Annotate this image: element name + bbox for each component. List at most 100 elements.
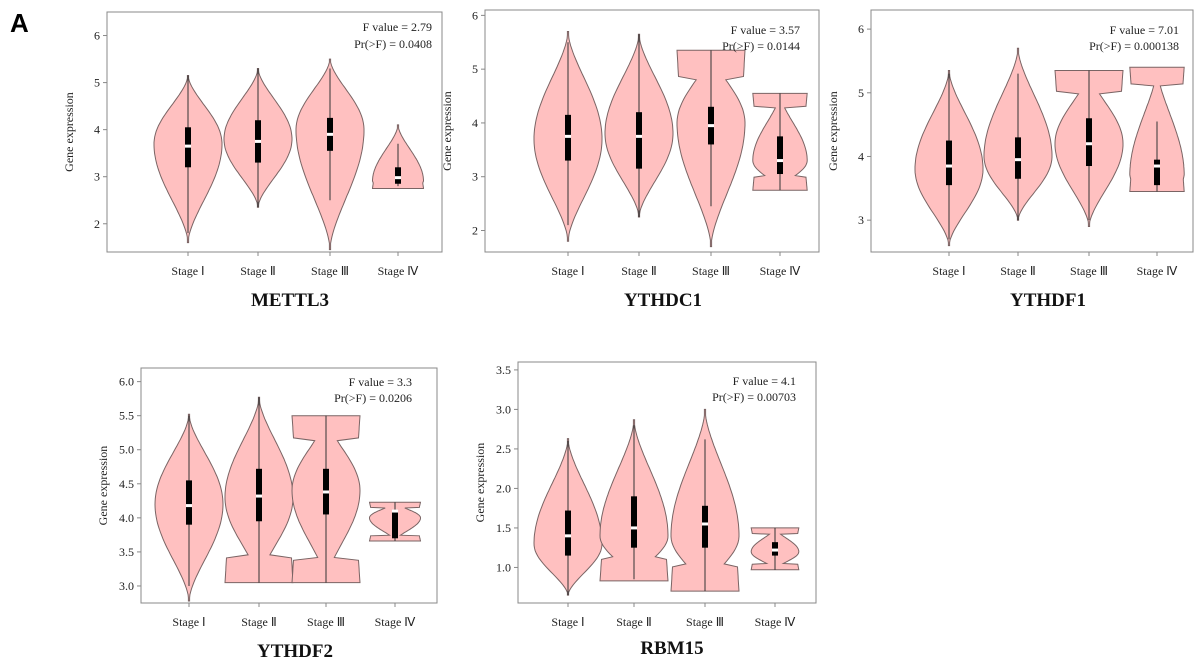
y-tick-label: 5.0 <box>119 443 134 457</box>
y-axis-label: Gene expression <box>62 92 76 172</box>
f-value-annotation: F value = 3.57 <box>731 23 800 37</box>
violin-iqr-box <box>392 509 398 539</box>
violin-median <box>708 124 714 128</box>
violin-median <box>186 504 192 508</box>
violin-chart-rbm15: 1.0 1.5 2.0 2.5 3.0 3.5 Gene expression Stage Ⅰ… <box>473 361 817 659</box>
violin-median <box>777 159 783 163</box>
gene-title: YTHDC1 <box>624 290 702 311</box>
violin-median <box>395 176 401 180</box>
violin-median <box>1154 164 1160 168</box>
y-tick-label: 5 <box>94 76 100 90</box>
violin-median <box>946 164 952 168</box>
violin-median <box>565 134 571 138</box>
gene-title: METTL3 <box>251 290 329 311</box>
x-tick-label: Stage Ⅲ <box>307 615 345 629</box>
y-tick-label: 2.0 <box>496 481 511 495</box>
violin-median <box>256 494 262 498</box>
x-tick-label: Stage Ⅱ <box>1000 264 1036 278</box>
y-tick-label: 5 <box>472 62 478 76</box>
y-tick-label: 5 <box>858 86 864 100</box>
violin-iqr-box <box>1154 159 1160 186</box>
violin-chart-mettl3: 2 3 4 5 6 Gene expression Stage Ⅰ Stage Ⅱ Stage … <box>62 11 443 311</box>
f-value-annotation: F value = 4.1 <box>733 374 796 388</box>
x-tick-label: Stage Ⅱ <box>241 615 277 629</box>
y-tick-label: 3.5 <box>119 545 134 559</box>
y-tick-label: 2.5 <box>496 442 511 456</box>
x-tick-label: Stage Ⅲ <box>692 264 730 278</box>
violin-iqr-box <box>631 496 637 548</box>
violin-median <box>1086 142 1092 146</box>
violin-median <box>323 490 329 494</box>
y-tick-label: 4 <box>472 116 478 130</box>
p-value-annotation: Pr(>F) = 0.0144 <box>722 39 800 53</box>
y-tick-label: 3.5 <box>496 363 511 377</box>
plot-frame <box>140 367 438 604</box>
violin-iqr-box <box>636 112 642 169</box>
violin-median <box>631 526 637 530</box>
x-tick-label: Stage Ⅱ <box>621 264 657 278</box>
violin-iqr-box <box>395 167 401 184</box>
x-tick-label: Stage Ⅲ <box>1070 264 1108 278</box>
p-value-annotation: Pr(>F) = 0.000138 <box>1089 39 1179 53</box>
x-tick-label: Stage Ⅳ <box>755 615 796 629</box>
violin-median <box>772 548 778 552</box>
x-tick-label: Stage Ⅰ <box>172 615 205 629</box>
y-tick-label: 4.5 <box>119 477 134 491</box>
plot-frame <box>106 11 443 253</box>
gene-title: YTHDF1 <box>1010 290 1086 311</box>
y-tick-label: 6 <box>94 29 100 43</box>
x-tick-label: Stage Ⅲ <box>311 264 349 278</box>
y-axis-label: Gene expression <box>826 91 840 171</box>
violin-median <box>327 132 333 136</box>
p-value-annotation: Pr(>F) = 0.0408 <box>354 37 432 51</box>
y-tick-label: 6 <box>472 8 478 22</box>
x-tick-label: Stage Ⅰ <box>171 264 204 278</box>
violin-plot-grid: 2 3 4 5 6 Gene expression Stage Ⅰ Stage Ⅱ Stage … <box>62 8 1194 662</box>
plot-frame <box>484 9 820 253</box>
f-value-annotation: F value = 2.79 <box>363 20 432 34</box>
f-value-annotation: F value = 3.3 <box>349 375 412 389</box>
violin-iqr-box <box>946 140 952 186</box>
x-tick-label: Stage Ⅰ <box>932 264 965 278</box>
y-axis-label: Gene expression <box>96 446 110 526</box>
violin-chart-ythdf2: 3.0 3.5 4.0 4.5 5.0 5.5 6.0 Gene expression Stag… <box>96 367 438 662</box>
y-tick-label: 3.0 <box>119 579 134 593</box>
violin-iqr-box <box>1015 137 1021 179</box>
y-tick-label: 3 <box>472 170 478 184</box>
violin-median <box>1015 158 1021 162</box>
x-tick-label: Stage Ⅱ <box>616 615 652 629</box>
violin-median <box>255 139 261 143</box>
panel-letter: A <box>10 8 29 38</box>
y-tick-label: 3 <box>858 213 864 227</box>
gene-title: RBM15 <box>640 638 703 659</box>
violin-iqr-box <box>565 510 571 556</box>
violin-median <box>702 522 708 526</box>
y-tick-label: 2 <box>94 217 100 231</box>
gene-title: YTHDF2 <box>257 641 333 662</box>
y-tick-label: 2 <box>472 223 478 237</box>
y-tick-label: 4 <box>858 149 864 163</box>
violin-iqr-box <box>777 136 783 175</box>
violin-iqr-box <box>702 505 708 548</box>
y-tick-label: 1.0 <box>496 560 511 574</box>
violin-median <box>185 144 191 148</box>
y-tick-label: 3.0 <box>496 402 511 416</box>
violin-chart-ythdf1: 3 4 5 6 Gene expression Stage Ⅰ Stage Ⅱ Stage Ⅲ… <box>826 9 1194 311</box>
violin-iqr-box <box>186 480 192 525</box>
y-tick-label: 3 <box>94 170 100 184</box>
violin-iqr-box <box>1086 118 1092 167</box>
f-value-annotation: F value = 7.01 <box>1110 23 1179 37</box>
y-axis-label: Gene expression <box>440 91 454 171</box>
x-tick-label: Stage Ⅲ <box>686 615 724 629</box>
x-tick-label: Stage Ⅳ <box>1137 264 1178 278</box>
violin-median <box>565 534 571 538</box>
p-value-annotation: Pr(>F) = 0.0206 <box>334 391 412 405</box>
y-tick-label: 6.0 <box>119 375 134 389</box>
plot-frame <box>870 9 1194 253</box>
x-tick-label: Stage Ⅰ <box>551 615 584 629</box>
y-tick-label: 1.5 <box>496 521 511 535</box>
x-tick-label: Stage Ⅳ <box>375 615 416 629</box>
y-tick-label: 6 <box>858 22 864 36</box>
x-tick-label: Stage Ⅳ <box>378 264 419 278</box>
